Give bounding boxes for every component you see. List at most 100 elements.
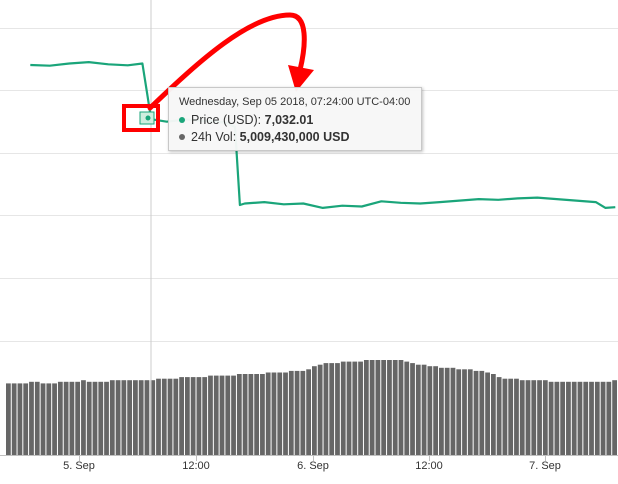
volume-bar — [421, 364, 427, 455]
volume-bar — [23, 383, 29, 455]
volume-bar — [115, 380, 121, 455]
x-tick-label: 6. Sep — [297, 460, 329, 472]
volume-bar — [577, 381, 583, 455]
volume-bar — [196, 377, 202, 455]
volume-bar — [109, 380, 115, 455]
volume-bar — [150, 380, 156, 455]
volume-bar — [358, 361, 363, 455]
volume-bar — [104, 381, 109, 455]
volume-bar — [11, 383, 17, 455]
volume-bar — [363, 360, 369, 455]
volume-bar — [329, 363, 335, 455]
volume-bar — [133, 380, 138, 455]
volume-bar — [542, 380, 548, 455]
volume-bar — [254, 374, 260, 455]
tooltip-price-label: Price (USD): — [191, 113, 262, 127]
volume-bar — [300, 370, 306, 455]
volume-bar — [323, 363, 329, 455]
volume-bars — [6, 360, 617, 455]
volume-bar — [571, 381, 577, 455]
volume-bar — [612, 380, 617, 455]
volume-bar — [427, 366, 433, 455]
volume-bar — [485, 372, 490, 455]
volume-bar — [236, 374, 242, 455]
volume-bar — [179, 377, 184, 455]
volume-bar — [184, 377, 190, 455]
volume-bar — [375, 360, 381, 455]
tooltip-volume-label: 24h Vol: — [191, 130, 237, 144]
volume-bar — [340, 361, 346, 455]
volume-bar — [283, 372, 288, 455]
volume-bar — [496, 377, 502, 455]
volume-bar — [17, 383, 23, 455]
volume-bar — [202, 377, 208, 455]
volume-bar — [387, 360, 392, 455]
volume-bar — [231, 375, 236, 455]
volume-bar — [473, 370, 479, 455]
volume-bar — [260, 374, 265, 455]
volume-bar — [138, 380, 144, 455]
volume-bar — [57, 381, 63, 455]
x-tick-label: 12:00 — [415, 460, 443, 472]
volume-bar — [277, 372, 283, 455]
volume-bar — [306, 369, 311, 455]
volume-bar — [75, 381, 81, 455]
x-axis-ticks — [79, 455, 546, 461]
volume-bar — [531, 380, 537, 455]
volume-bar — [190, 377, 196, 455]
volume-bar — [156, 378, 161, 455]
volume-bar — [508, 378, 514, 455]
volume-bar — [369, 360, 375, 455]
volume-bar — [537, 380, 542, 455]
price-line[interactable] — [30, 61, 616, 209]
x-tick-label: 7. Sep — [529, 460, 561, 472]
volume-bar — [208, 375, 213, 455]
volume-bar — [346, 361, 352, 455]
volume-bar — [594, 381, 600, 455]
volume-bar — [502, 378, 508, 455]
volume-bar — [404, 361, 410, 455]
volume-bar — [92, 381, 98, 455]
volume-bar — [392, 360, 398, 455]
volume-bar — [554, 381, 560, 455]
volume-bar — [46, 383, 52, 455]
annotation-box — [122, 104, 160, 132]
volume-bar — [381, 360, 387, 455]
x-tick-label: 5. Sep — [63, 460, 95, 472]
volume-bar — [86, 381, 92, 455]
volume-bar — [462, 369, 467, 455]
tooltip-title: Wednesday, Sep 05 2018, 07:24:00 UTC-04:… — [179, 96, 411, 108]
volume-bar — [600, 381, 606, 455]
volume-bar — [294, 370, 300, 455]
volume-bar — [34, 381, 40, 455]
volume-bar — [450, 367, 456, 455]
tooltip-volume-value: 5,009,430,000 USD — [239, 130, 350, 144]
volume-bar — [144, 380, 150, 455]
hover-point — [139, 111, 155, 125]
volume-bar — [161, 378, 167, 455]
volume-bar — [479, 370, 485, 455]
annotation-arrowhead — [288, 65, 314, 92]
volume-bar — [127, 380, 133, 455]
volume-bar — [467, 369, 473, 455]
volume-bar — [439, 367, 444, 455]
volume-bar — [81, 380, 86, 455]
volume-bar — [490, 374, 496, 455]
volume-bar — [606, 381, 612, 455]
volume-bar — [288, 370, 294, 455]
volume-bar — [29, 381, 34, 455]
volume-bar — [271, 372, 277, 455]
volume-bar — [213, 375, 219, 455]
volume-bar — [583, 381, 589, 455]
volume-bar — [173, 378, 179, 455]
tooltip-row-price: Price (USD): 7,032.01 — [179, 112, 411, 129]
volume-bar — [398, 360, 404, 455]
volume-bar — [352, 361, 358, 455]
volume-bar — [433, 366, 439, 455]
volume-bar — [219, 375, 225, 455]
volume-bar — [410, 363, 415, 455]
volume-bar — [40, 383, 46, 455]
volume-bar — [456, 369, 462, 455]
